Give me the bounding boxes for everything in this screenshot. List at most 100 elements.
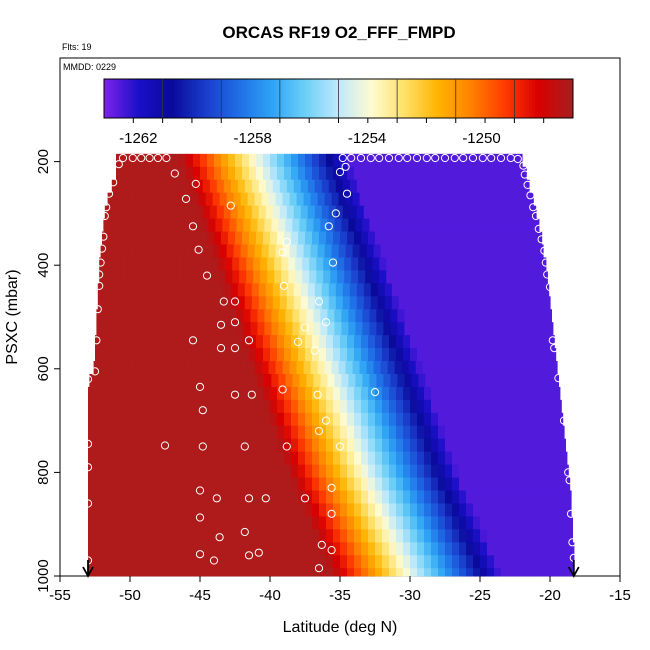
heatmap-cell (197, 257, 205, 271)
heatmap-cell (291, 477, 299, 491)
heatmap-cell (501, 153, 509, 168)
heatmap-cell (527, 244, 536, 258)
heatmap-cell (440, 296, 449, 310)
y-tick-label: 400 (35, 253, 52, 278)
colorbar-cell (250, 79, 254, 118)
colorbar-cell (253, 79, 257, 118)
heatmap-cell (172, 516, 180, 530)
heatmap-cell (382, 335, 390, 349)
heatmap-cell (195, 205, 204, 219)
heatmap-cell (368, 348, 376, 362)
heatmap-cell (102, 438, 110, 453)
heatmap-cell (254, 361, 263, 375)
heatmap-cell (340, 477, 348, 491)
heatmap-cell (450, 192, 459, 207)
heatmap-cell (174, 205, 183, 219)
heatmap-cell (333, 503, 341, 517)
heatmap-cell (200, 542, 208, 556)
heatmap-cell (515, 166, 523, 181)
heatmap-cell (116, 438, 124, 453)
heatmap-cell (480, 451, 488, 466)
heatmap-cell (214, 335, 222, 349)
colorbar-cell (104, 79, 108, 118)
heatmap-cell (368, 555, 376, 569)
heatmap-cell (466, 399, 474, 414)
heatmap-cell (263, 153, 271, 168)
heatmap-cell (242, 529, 250, 543)
heatmap-cell (229, 373, 237, 388)
heatmap-cell (250, 218, 258, 232)
heatmap-cell (531, 283, 540, 297)
heatmap-cell (305, 386, 313, 401)
heatmap-cell (151, 348, 159, 362)
heatmap-cell (403, 477, 411, 491)
heatmap-cell (151, 412, 159, 427)
heatmap-cell (459, 386, 467, 401)
observation-point (93, 305, 102, 314)
heatmap-cell (319, 386, 327, 401)
heatmap-cell (285, 218, 293, 232)
heatmap-cell (172, 490, 180, 504)
heatmap-cell (228, 166, 236, 181)
colorbar-cell (165, 79, 169, 118)
heatmap-cell (172, 542, 180, 556)
heatmap-cell (298, 348, 306, 362)
heatmap-cell (242, 425, 250, 440)
heatmap-cell (277, 153, 285, 168)
colorbar-cell (564, 79, 568, 118)
heatmap-cell (144, 464, 152, 478)
heatmap-cell (137, 555, 145, 569)
heatmap-cell (264, 373, 272, 388)
heatmap-cell (494, 425, 502, 440)
heatmap-cell (494, 335, 502, 349)
heatmap-cell (327, 218, 335, 232)
heatmap-cell (312, 412, 320, 427)
heatmap-cell (312, 568, 320, 577)
heatmap-cell (95, 425, 103, 440)
heatmap-cell (397, 322, 405, 336)
heatmap-cell (134, 257, 142, 271)
heatmap-cell (235, 568, 243, 577)
heatmap-cell (277, 477, 285, 491)
heatmap-cell (102, 529, 110, 543)
heatmap-cell (181, 296, 190, 310)
heatmap-cell (291, 231, 299, 245)
heatmap-cell (327, 373, 335, 388)
heatmap-cell (186, 516, 194, 530)
heatmap-cell (200, 529, 208, 543)
heatmap-cell (496, 296, 505, 310)
heatmap-cell (184, 192, 193, 207)
heatmap-cell (368, 438, 376, 453)
heatmap-cell (424, 386, 432, 401)
heatmap-cell (242, 153, 250, 168)
heatmap-cell (102, 477, 110, 491)
heatmap-cell (508, 529, 516, 543)
heatmap-cell (237, 296, 246, 310)
heatmap-cell (331, 361, 340, 375)
heatmap-cell (389, 555, 397, 569)
heatmap-cell (289, 361, 298, 375)
observation-point (118, 153, 128, 163)
heatmap-cell (496, 179, 505, 194)
heatmap-cell (354, 477, 362, 491)
heatmap-cell (487, 412, 495, 427)
heatmap-cell (305, 542, 313, 556)
colorbar-cell (353, 79, 357, 118)
heatmap-cell (348, 373, 356, 388)
heatmap-cell (183, 257, 191, 271)
heatmap-cell (131, 309, 139, 323)
heatmap-cell (341, 218, 349, 232)
heatmap-cell (233, 192, 242, 207)
heatmap-cell (277, 231, 285, 245)
heatmap-cell (116, 503, 124, 517)
colorbar-cell (359, 79, 363, 118)
heatmap-cell (130, 477, 138, 491)
heatmap-cell (244, 283, 253, 297)
heatmap-cell (264, 322, 272, 336)
heatmap-cell (436, 192, 445, 207)
heatmap-cell (410, 451, 418, 466)
heatmap-cell (410, 425, 418, 440)
heatmap-cell (109, 348, 117, 362)
heatmap-cell (186, 503, 194, 517)
heatmap-cell (244, 296, 253, 310)
